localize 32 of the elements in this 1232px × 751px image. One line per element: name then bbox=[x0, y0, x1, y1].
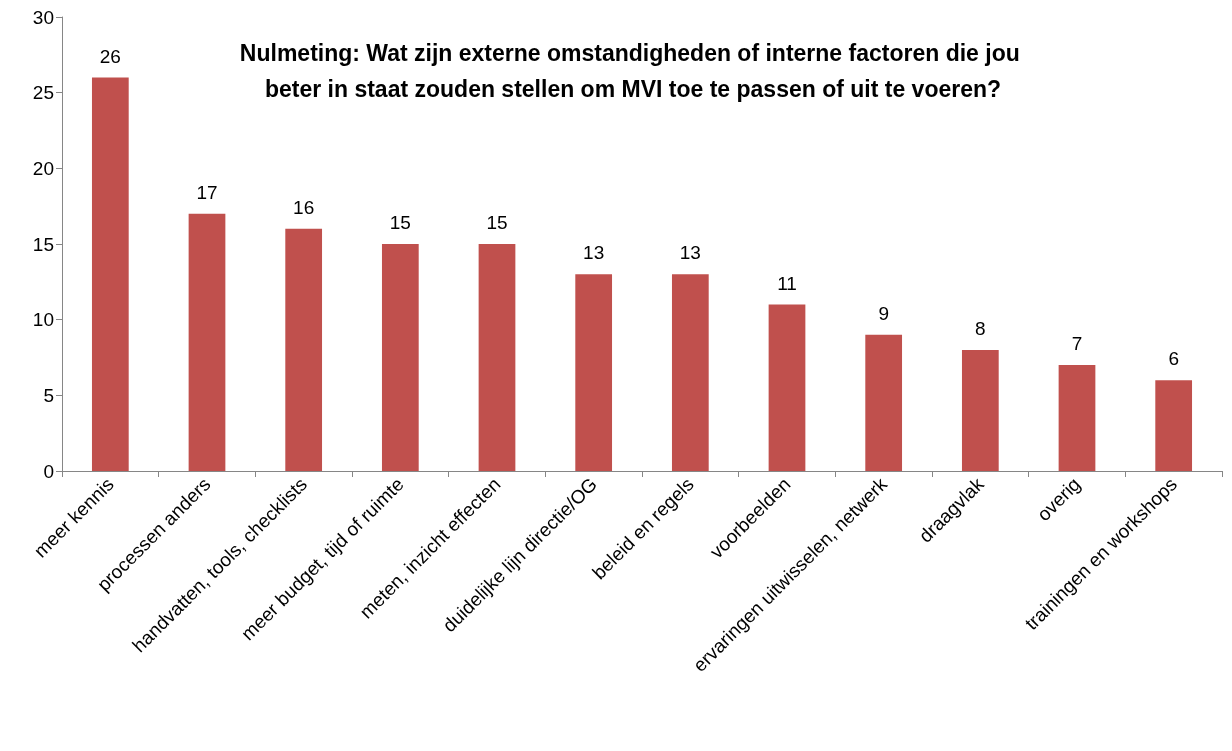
data-label: 15 bbox=[486, 212, 508, 233]
data-label: 8 bbox=[975, 317, 986, 339]
y-tick-label: 0 bbox=[43, 460, 54, 482]
data-label: 6 bbox=[1168, 348, 1179, 370]
bar bbox=[575, 274, 613, 471]
y-tick-label: 15 bbox=[32, 233, 54, 255]
y-tick-label: 5 bbox=[43, 384, 54, 406]
data-label: 7 bbox=[1071, 333, 1083, 355]
text: Nulmeting: Wat zijn externe omstandigheden of interne factoren die jou beter in staat zouden stellen om MVI toe te passen of uit te voeren? bbox=[239, 40, 1027, 102]
data-label: 9 bbox=[878, 302, 889, 324]
bar bbox=[961, 349, 999, 471]
bar bbox=[1058, 365, 1096, 471]
data-label: 13 bbox=[583, 242, 605, 264]
bar bbox=[865, 334, 903, 471]
data-label: 15 bbox=[389, 212, 411, 233]
data-label: 16 bbox=[293, 196, 315, 218]
y-tick-label: 25 bbox=[32, 82, 54, 104]
data-label: 11 bbox=[777, 272, 797, 294]
bar bbox=[381, 244, 419, 471]
data-label: 17 bbox=[196, 181, 218, 203]
data-label: 13 bbox=[679, 242, 701, 264]
bar bbox=[188, 213, 226, 471]
bar bbox=[478, 244, 516, 471]
bar bbox=[285, 228, 323, 471]
bar bbox=[1155, 380, 1193, 471]
y-tick-label: 20 bbox=[32, 157, 54, 179]
bar bbox=[768, 304, 806, 471]
bar bbox=[91, 77, 129, 471]
y-tick-label: 10 bbox=[32, 309, 54, 331]
bar bbox=[671, 274, 709, 471]
data-label: 26 bbox=[99, 45, 121, 67]
y-tick-label: 30 bbox=[32, 6, 54, 28]
